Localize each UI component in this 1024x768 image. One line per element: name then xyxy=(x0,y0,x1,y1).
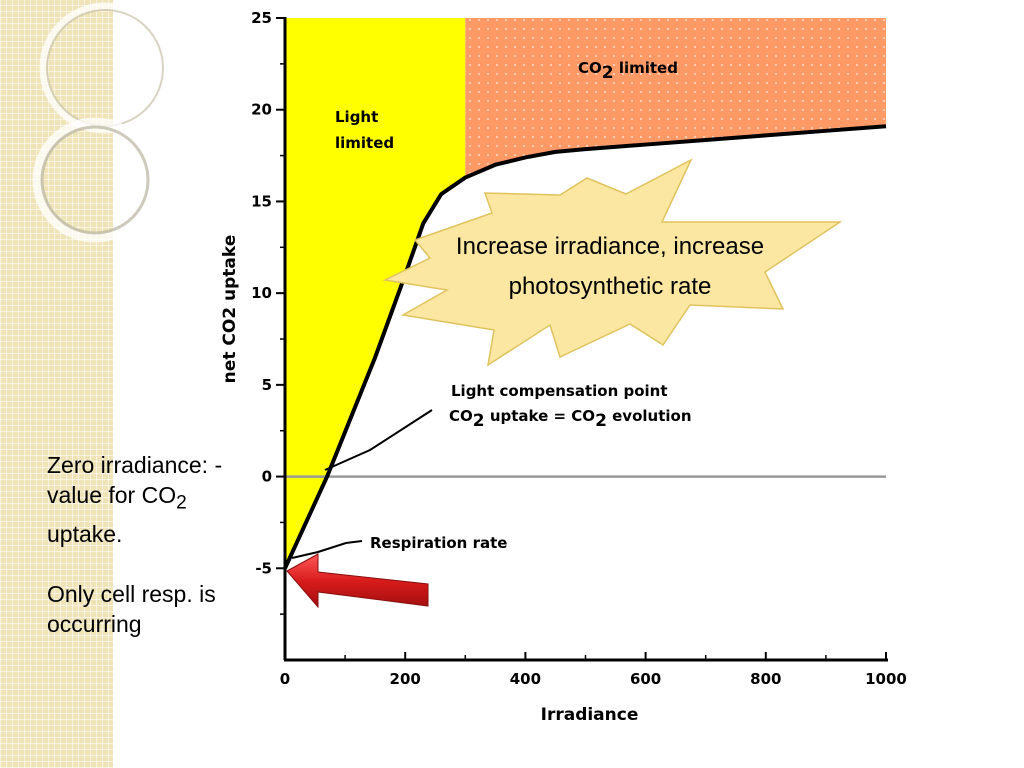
y-tick-label: 25 xyxy=(251,9,272,27)
region-light-limited xyxy=(285,18,466,569)
side-note-spacer xyxy=(47,549,247,579)
side-note-sub: 2 xyxy=(176,492,187,514)
y-tick-label: 15 xyxy=(251,192,272,210)
callout-lines xyxy=(291,409,433,559)
y-tick-label: 20 xyxy=(251,101,272,119)
x-tick-label: 200 xyxy=(390,670,421,688)
y-tick-label: 10 xyxy=(251,284,272,302)
respiration-rate-label: Respiration rate xyxy=(370,534,507,552)
equation-co-a: CO xyxy=(449,407,473,425)
co2-limited-rest: limited xyxy=(614,59,678,77)
co2-limited-sub: 2 xyxy=(602,63,614,83)
y-tick-label: 5 xyxy=(262,376,272,394)
series-line xyxy=(283,124,887,570)
compensation-point-label: Light compensation point xyxy=(451,382,668,400)
decorative-rings xyxy=(32,2,171,243)
y-tick-label: -5 xyxy=(255,559,272,577)
x-tick-label: 400 xyxy=(510,670,541,688)
side-note-line1-text: Zero irradiance: - value for CO xyxy=(47,452,223,508)
x-tick-label: 800 xyxy=(750,670,781,688)
x-tick-label: 0 xyxy=(280,670,290,688)
y-axis-label: net CO2 uptake xyxy=(220,235,240,384)
light-limited-label-line2: limited xyxy=(335,134,394,152)
equation-mid: uptake = CO xyxy=(485,407,595,425)
co2-limited-co: CO xyxy=(578,59,602,77)
x-tick-label: 600 xyxy=(630,670,661,688)
side-note-line2: Only cell resp. is occurring xyxy=(47,580,216,637)
equation-end: evolution xyxy=(607,407,692,425)
chart-axes: 0 200 400 600 800 1000 25 20 15 10 5 0 -5 Irradiance n… xyxy=(220,9,907,725)
equation-sub-b: 2 xyxy=(595,411,607,431)
light-limited-label-line1: Light xyxy=(335,108,378,126)
y-tick-label: 0 xyxy=(262,468,272,486)
compensation-equation-label: CO2 uptake = CO2 evolution xyxy=(449,407,692,431)
side-note: Zero irradiance: - value for CO2 uptake.… xyxy=(47,450,247,639)
co2-limited-label: CO2 limited xyxy=(578,59,678,83)
starburst-text: Increase irradiance, increase photosynth… xyxy=(455,233,765,300)
chart-regions xyxy=(285,18,886,569)
red-arrow xyxy=(286,553,429,609)
x-tick-label: 1000 xyxy=(865,670,907,688)
side-note-line1: Zero irradiance: - value for CO2 uptake. xyxy=(47,450,247,549)
x-axis-label: Irradiance xyxy=(541,705,639,725)
equation-sub-a: 2 xyxy=(473,411,485,431)
side-note-line1-end: uptake. xyxy=(47,520,123,547)
region-co2-limited-dots xyxy=(465,18,886,178)
starburst-shape xyxy=(382,158,843,367)
series-group xyxy=(283,124,887,570)
